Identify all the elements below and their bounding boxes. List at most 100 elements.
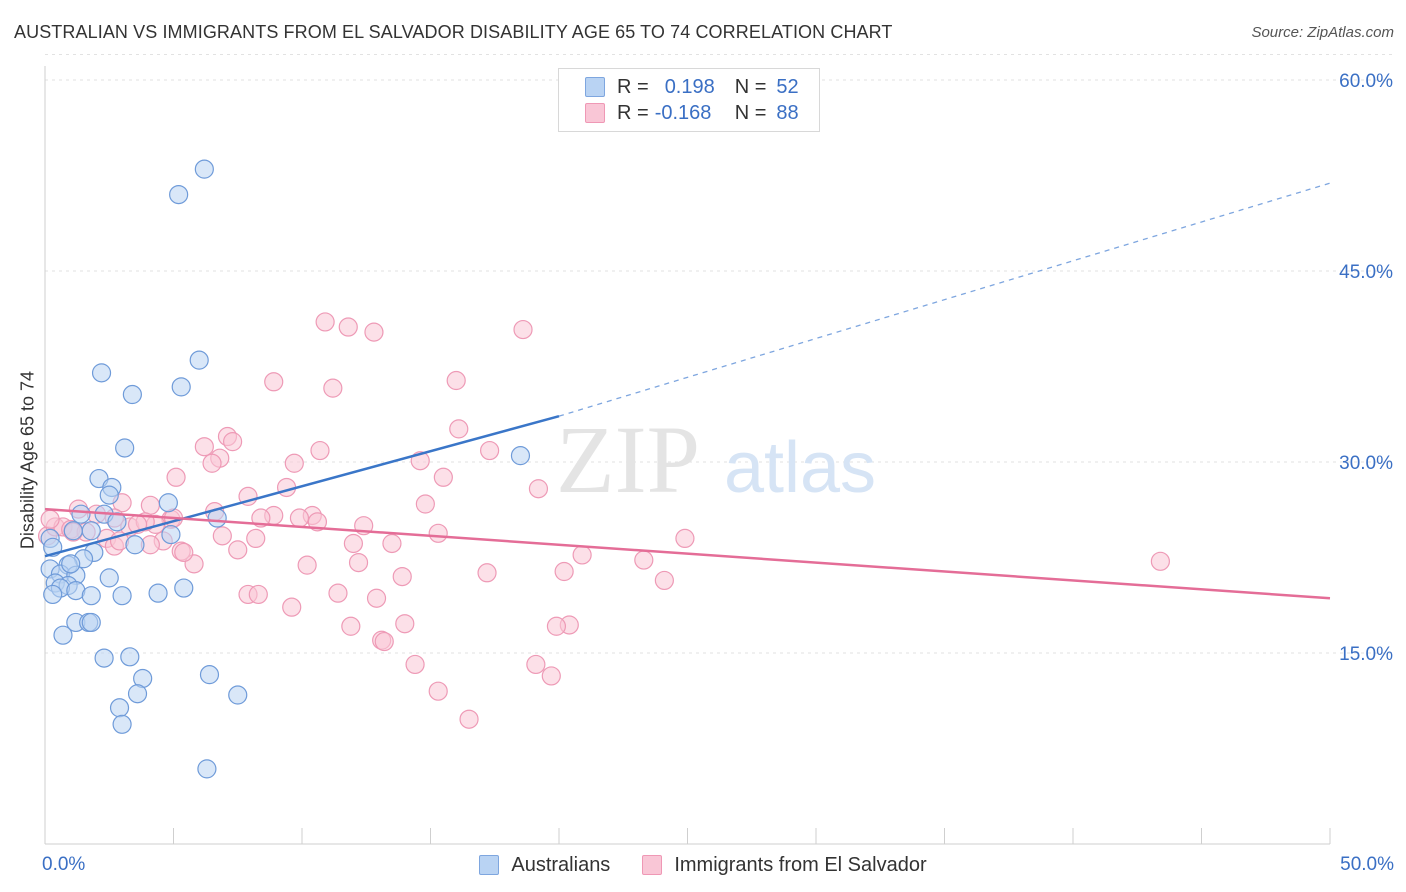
data-point [282,597,302,617]
data-point [174,542,194,563]
data-point [541,666,561,686]
data-point [395,614,415,634]
legend-swatch-pink [642,855,663,875]
data-point [415,494,435,514]
data-point [228,685,248,705]
tick-labels: 15.0% 30.0% 45.0% 60.0% 0.0% 50.0% [42,71,1394,875]
data-point [323,378,343,398]
data-point [477,563,497,583]
data-point [94,648,114,668]
data-point [223,432,243,452]
data-point [510,446,531,466]
data-point [392,566,412,587]
data-point [446,370,466,391]
data-point [228,540,248,560]
x-tick-label: 50.0% [1340,854,1394,875]
data-point [174,578,194,598]
legend-n-value: 88 [776,101,799,124]
data-point [310,440,330,461]
data-point [61,554,81,574]
legend-item-australians[interactable]: Australians [479,854,610,877]
legend-row-immigrants: R = -0.168 N = 88 [585,100,799,126]
y-tick-label: 60.0% [1339,71,1393,92]
data-point [81,612,101,633]
legend-r-value: -0.168 [654,101,712,124]
data-point [382,533,402,554]
data-point [107,512,127,532]
legend-row-australians: R = 0.198 N = 52 [585,74,799,100]
data-point [125,535,145,555]
legend-n-label: N = [734,101,767,124]
data-point [158,493,178,513]
data-point [248,584,268,605]
data-point [53,625,73,645]
data-point [122,384,142,405]
data-point [459,709,479,729]
data-point [197,759,217,779]
legend-label: Australians [511,853,611,876]
data-point [63,521,83,541]
chart-title: AUSTRALIAN VS IMMIGRANTS FROM EL SALVADO… [14,22,893,42]
data-point [120,647,140,667]
data-point [166,467,186,487]
data-point [634,550,654,570]
data-point [654,570,674,591]
data-point [405,654,425,675]
data-point [449,419,469,439]
y-tick-label: 15.0% [1339,644,1393,665]
data-point [528,479,549,499]
data-point [364,322,384,342]
data-point [99,568,119,588]
series-legend: Australians Immigrants from El Salvador [0,851,1406,879]
data-point [40,509,60,529]
y-axis-label: Disability Age 65 to 74 [17,370,38,550]
data-point [315,312,335,332]
x-tick-label: 0.0% [42,854,85,875]
data-point [127,684,148,704]
data-point [366,588,387,608]
data-point [526,654,546,675]
legend-n-label: N = [734,75,767,98]
data-point [112,586,132,606]
legend-n-value: 52 [776,75,799,98]
stats-legend: R = 0.198 N = 52 R = -0.168 N = 88 [558,68,820,132]
data-point [169,185,189,205]
data-point [91,363,112,383]
data-point [341,616,361,636]
y-tick-label: 45.0% [1339,262,1393,283]
data-point [428,523,448,543]
trend-line-immigrants [44,507,1331,600]
data-point [348,552,369,573]
data-point [161,524,181,545]
data-point [328,583,348,603]
data-point [374,631,394,652]
legend-r-label: R = [617,75,649,98]
data-point [212,526,232,546]
watermark: ZIP atlas [556,406,876,513]
source-note: Source: ZipAtlas.com [1251,24,1394,41]
legend-swatch-blue [479,855,500,875]
data-point [246,528,266,549]
watermark-atlas: atlas [724,428,876,508]
data-point [81,521,101,541]
watermark-zip: ZIP [556,406,700,513]
data-point [554,561,574,582]
data-point [428,681,448,701]
data-point [284,453,304,473]
data-point [202,453,222,473]
data-point [99,485,119,505]
legend-item-immigrants[interactable]: Immigrants from El Salvador [642,854,927,877]
data-point [109,698,130,718]
trend-line-australians-extension [558,182,1331,417]
legend-r-value: 0.198 [664,75,715,98]
data-point [112,714,132,734]
legend-r-label: R = [617,101,649,124]
data-point [171,377,191,397]
y-tick-label: 30.0% [1339,453,1393,474]
data-point [264,372,284,392]
data-point [189,350,209,370]
axes [44,66,1331,845]
data-point [148,583,168,603]
data-point [480,440,500,461]
